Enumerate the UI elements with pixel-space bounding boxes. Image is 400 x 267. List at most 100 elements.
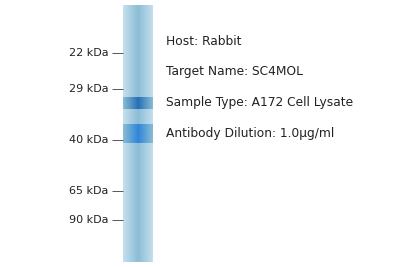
Bar (140, 97, 141, 109)
Bar (127, 5, 128, 262)
Bar (150, 97, 151, 109)
Bar (136, 124, 137, 143)
Bar (148, 97, 149, 109)
Bar (134, 97, 135, 109)
Bar (146, 124, 147, 143)
Bar (151, 97, 152, 109)
Bar (131, 97, 132, 109)
Bar (128, 124, 129, 143)
Bar (124, 97, 125, 109)
Bar (131, 124, 132, 143)
Bar (147, 5, 148, 262)
Bar (126, 5, 127, 262)
Bar (141, 5, 142, 262)
Bar (150, 5, 151, 262)
Bar (133, 124, 134, 143)
Text: 22 kDa: 22 kDa (69, 48, 109, 58)
Bar (125, 124, 126, 143)
Bar (145, 97, 146, 109)
Bar (137, 124, 138, 143)
Bar (132, 5, 133, 262)
Bar (132, 97, 133, 109)
Bar (146, 124, 147, 143)
Bar (129, 124, 130, 143)
Bar (137, 5, 138, 262)
Bar (129, 97, 130, 109)
Bar (146, 124, 147, 143)
Bar (144, 124, 145, 143)
Bar (147, 124, 148, 143)
Bar (126, 124, 127, 143)
Bar (128, 97, 129, 109)
Bar (132, 5, 133, 262)
Bar (138, 97, 139, 109)
Bar (143, 5, 144, 262)
Bar (148, 124, 149, 143)
Bar (126, 5, 127, 262)
Bar (152, 97, 153, 109)
Bar (130, 5, 131, 262)
Bar (125, 124, 126, 143)
Bar (136, 5, 137, 262)
Bar (136, 5, 137, 262)
Bar (137, 124, 138, 143)
Bar (129, 5, 130, 262)
Bar (124, 5, 125, 262)
Bar (145, 97, 146, 109)
Bar (150, 5, 151, 262)
Bar (127, 124, 128, 143)
Bar (139, 124, 140, 143)
Bar (130, 124, 131, 143)
Text: Target Name: SC4MOL: Target Name: SC4MOL (166, 65, 303, 78)
Bar (152, 124, 153, 143)
Bar (148, 97, 149, 109)
Bar (131, 5, 132, 262)
Bar (130, 97, 131, 109)
Bar (142, 5, 143, 262)
Bar (129, 97, 130, 109)
Bar (125, 97, 126, 109)
Text: 90 kDa: 90 kDa (69, 215, 109, 225)
Bar (144, 5, 145, 262)
Text: 65 kDa: 65 kDa (70, 186, 109, 196)
Bar (152, 5, 153, 262)
Bar (128, 5, 129, 262)
Bar (138, 5, 139, 262)
Bar (136, 124, 137, 143)
Bar (137, 5, 138, 262)
Bar (146, 97, 147, 109)
Bar (148, 5, 149, 262)
Bar (132, 124, 133, 143)
Bar (135, 5, 136, 262)
Bar (152, 124, 153, 143)
Bar (124, 97, 125, 109)
Bar (138, 124, 139, 143)
Bar (150, 97, 151, 109)
Bar (135, 97, 136, 109)
Bar (142, 124, 143, 143)
Bar (139, 5, 140, 262)
Bar (126, 5, 127, 262)
Bar (133, 97, 134, 109)
Bar (127, 97, 128, 109)
Bar (149, 124, 150, 143)
Bar (145, 5, 146, 262)
Bar (144, 124, 145, 143)
Bar (141, 97, 142, 109)
Bar (143, 124, 144, 143)
Bar (142, 5, 143, 262)
Bar (144, 97, 145, 109)
Bar (129, 5, 130, 262)
Bar (147, 5, 148, 262)
Bar (147, 124, 148, 143)
Bar (124, 124, 125, 143)
Bar (140, 97, 141, 109)
Text: 29 kDa: 29 kDa (69, 84, 109, 95)
Bar (149, 5, 150, 262)
Bar (131, 124, 132, 143)
Bar (150, 5, 151, 262)
Bar (145, 124, 146, 143)
Bar (136, 97, 137, 109)
Bar (141, 124, 142, 143)
Bar (142, 97, 143, 109)
